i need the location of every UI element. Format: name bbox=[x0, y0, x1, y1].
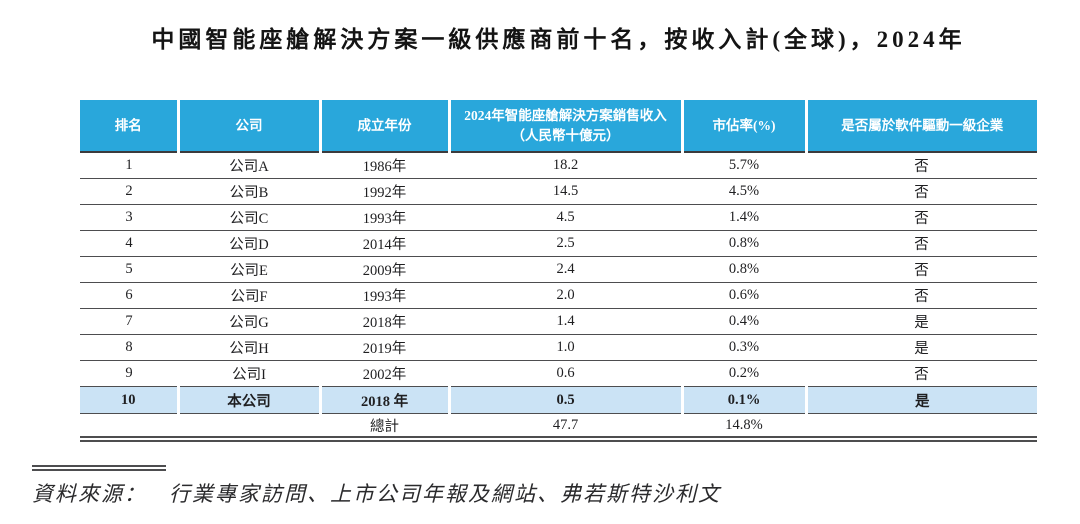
header-revenue: 2024年智能座艙解決方案銷售收入 （人民幣十億元） bbox=[449, 100, 684, 153]
total-share: 14.8% bbox=[682, 413, 806, 442]
cell-founded: 1993年 bbox=[320, 282, 449, 309]
total-revenue: 47.7 bbox=[449, 413, 682, 442]
source-label: 資料來源： bbox=[32, 482, 147, 506]
header-market-share: 市佔率(%) bbox=[682, 100, 808, 153]
cell-rank: 9 bbox=[80, 360, 178, 387]
cell-software-driven: 否 bbox=[806, 178, 1037, 205]
cell-share: 0.2% bbox=[682, 360, 806, 387]
cell-software-driven: 是 bbox=[806, 386, 1037, 414]
cell-share: 0.6% bbox=[682, 282, 806, 309]
cell-company: 公司A bbox=[178, 152, 320, 179]
table-row: 7 公司G 2018年 1.4 0.4% 是 bbox=[80, 308, 1037, 335]
table-row: 2 公司B 1992年 14.5 4.5% 否 bbox=[80, 178, 1037, 205]
cell-revenue: 4.5 bbox=[449, 204, 682, 231]
cell-software-driven: 是 bbox=[806, 334, 1037, 361]
cell-software-driven: 否 bbox=[806, 282, 1037, 309]
cell-founded: 2002年 bbox=[320, 360, 449, 387]
cell-founded: 2014年 bbox=[320, 230, 449, 257]
cell-software-driven: 否 bbox=[806, 204, 1037, 231]
source-line: 資料來源： 行業專家訪問、上市公司年報及網站、弗若斯特沙利文 bbox=[32, 478, 721, 508]
table-header: 排名 公司 成立年份 2024年智能座艙解決方案銷售收入 （人民幣十億元） 市佔… bbox=[80, 100, 1037, 153]
cell-rank: 2 bbox=[80, 178, 178, 205]
cell-revenue: 2.4 bbox=[449, 256, 682, 283]
cell-company: 公司C bbox=[178, 204, 320, 231]
source-note: 資料來源： 行業專家訪問、上市公司年報及網站、弗若斯特沙利文 bbox=[32, 465, 721, 508]
table-row: 4 公司D 2014年 2.5 0.8% 否 bbox=[80, 230, 1037, 257]
cell-software-driven: 否 bbox=[806, 360, 1037, 387]
cell-company: 公司F bbox=[178, 282, 320, 309]
total-cell-empty bbox=[80, 413, 178, 442]
cell-share: 4.5% bbox=[682, 178, 806, 205]
total-label: 總計 bbox=[320, 413, 449, 442]
suppliers-table: 排名 公司 成立年份 2024年智能座艙解決方案銷售收入 （人民幣十億元） 市佔… bbox=[80, 100, 1037, 442]
total-row: 總計 47.7 14.8% bbox=[80, 413, 1037, 442]
table-footer: 總計 47.7 14.8% bbox=[80, 413, 1037, 442]
header-row: 排名 公司 成立年份 2024年智能座艙解決方案銷售收入 （人民幣十億元） 市佔… bbox=[80, 100, 1037, 153]
cell-founded: 1992年 bbox=[320, 178, 449, 205]
total-cell-empty bbox=[178, 413, 320, 442]
cell-founded: 1986年 bbox=[320, 152, 449, 179]
cell-rank: 10 bbox=[80, 386, 180, 414]
page-title: 中國智能座艙解決方案一級供應商前十名，按收入計(全球)，2024年 bbox=[151, 27, 966, 52]
cell-rank: 6 bbox=[80, 282, 178, 309]
table-row: 9 公司I 2002年 0.6 0.2% 否 bbox=[80, 360, 1037, 387]
cell-rank: 7 bbox=[80, 308, 178, 335]
cell-revenue: 18.2 bbox=[449, 152, 682, 179]
cell-share: 0.1% bbox=[682, 386, 808, 414]
cell-company: 公司I bbox=[178, 360, 320, 387]
cell-software-driven: 是 bbox=[806, 308, 1037, 335]
cell-founded: 2009年 bbox=[320, 256, 449, 283]
cell-revenue: 1.4 bbox=[449, 308, 682, 335]
table-row: 10 本公司 2018 年 0.5 0.1% 是 bbox=[80, 386, 1037, 414]
cell-revenue: 2.5 bbox=[449, 230, 682, 257]
cell-share: 0.8% bbox=[682, 230, 806, 257]
cell-software-driven: 否 bbox=[806, 152, 1037, 179]
table-body: 1 公司A 1986年 18.2 5.7% 否 2 公司B 1992年 14.5 4.5% 否 3 公司C… bbox=[80, 152, 1037, 414]
cell-rank: 8 bbox=[80, 334, 178, 361]
cell-founded: 2018 年 bbox=[320, 386, 451, 414]
cell-share: 1.4% bbox=[682, 204, 806, 231]
cell-company: 公司H bbox=[178, 334, 320, 361]
table-row: 1 公司A 1986年 18.2 5.7% 否 bbox=[80, 152, 1037, 179]
cell-revenue: 1.0 bbox=[449, 334, 682, 361]
cell-rank: 5 bbox=[80, 256, 178, 283]
cell-share: 0.3% bbox=[682, 334, 806, 361]
cell-founded: 1993年 bbox=[320, 204, 449, 231]
total-cell-empty bbox=[806, 413, 1037, 442]
cell-share: 0.4% bbox=[682, 308, 806, 335]
header-company: 公司 bbox=[178, 100, 322, 153]
source-divider bbox=[32, 465, 166, 471]
cell-founded: 2019年 bbox=[320, 334, 449, 361]
cell-founded: 2018年 bbox=[320, 308, 449, 335]
cell-revenue: 0.6 bbox=[449, 360, 682, 387]
table-row: 8 公司H 2019年 1.0 0.3% 是 bbox=[80, 334, 1037, 361]
header-rank: 排名 bbox=[80, 100, 180, 153]
cell-revenue: 14.5 bbox=[449, 178, 682, 205]
cell-share: 0.8% bbox=[682, 256, 806, 283]
cell-rank: 3 bbox=[80, 204, 178, 231]
cell-company: 公司D bbox=[178, 230, 320, 257]
cell-software-driven: 否 bbox=[806, 256, 1037, 283]
cell-rank: 1 bbox=[80, 152, 178, 179]
cell-company: 本公司 bbox=[178, 386, 322, 414]
cell-company: 公司E bbox=[178, 256, 320, 283]
source-text: 行業專家訪問、上市公司年報及網站、弗若斯特沙利文 bbox=[169, 482, 721, 506]
table-row: 5 公司E 2009年 2.4 0.8% 否 bbox=[80, 256, 1037, 283]
table-row: 3 公司C 1993年 4.5 1.4% 否 bbox=[80, 204, 1037, 231]
cell-company: 公司B bbox=[178, 178, 320, 205]
cell-rank: 4 bbox=[80, 230, 178, 257]
cell-software-driven: 否 bbox=[806, 230, 1037, 257]
cell-company: 公司G bbox=[178, 308, 320, 335]
table-row: 6 公司F 1993年 2.0 0.6% 否 bbox=[80, 282, 1037, 309]
cell-revenue: 0.5 bbox=[449, 386, 684, 414]
header-founded-year: 成立年份 bbox=[320, 100, 451, 153]
cell-revenue: 2.0 bbox=[449, 282, 682, 309]
cell-share: 5.7% bbox=[682, 152, 806, 179]
header-software-driven: 是否屬於軟件驅動一級企業 bbox=[806, 100, 1037, 153]
